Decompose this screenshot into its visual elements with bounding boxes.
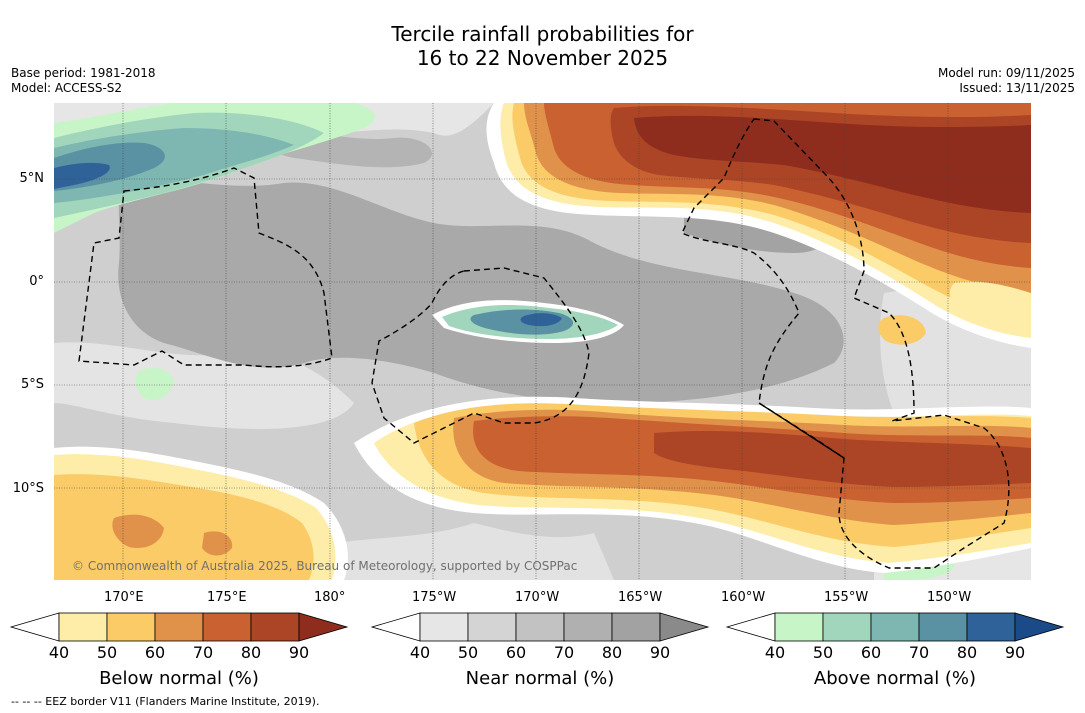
lon-label-170e: 170°E	[104, 590, 144, 605]
issued-date: Issued: 13/11/2025	[959, 81, 1075, 95]
boundary-lines	[758, 402, 845, 459]
map-gridlines	[54, 103, 1031, 580]
eez-footnote: -- -- -- EEZ border V11 (Flanders Marine…	[11, 695, 320, 708]
near-normal-dark-areas	[118, 131, 844, 403]
lat-label-5n: 5°N	[19, 171, 45, 186]
lat-label-5s: 5°S	[20, 377, 44, 392]
cb3-swatch-6	[1014, 612, 1065, 642]
eez-borders	[78, 118, 1010, 569]
cb3-tick-40: 40	[764, 643, 786, 662]
model-name: Model: ACCESS-S2	[11, 81, 123, 95]
cb3-swatch-0	[725, 612, 776, 642]
lon-label-175w: 175°W	[412, 590, 457, 605]
cb1-tick-90: 90	[288, 643, 310, 662]
below-normal-southwest	[54, 446, 348, 580]
cb1-tick-40: 40	[48, 643, 70, 662]
colorbar-below-normal	[9, 612, 350, 642]
cb2-swatch-5	[611, 612, 661, 642]
cb3-tick-70: 70	[908, 643, 930, 662]
map-title-line1: Tercile rainfall probabilities for	[391, 22, 694, 46]
lon-label-155w: 155°W	[824, 590, 869, 605]
cb1-swatch-0	[9, 612, 60, 642]
cb2-title: Near normal (%)	[465, 668, 615, 689]
cb1-title: Below normal (%)	[99, 668, 259, 689]
above-normal-central	[432, 300, 624, 343]
colorbar-below-normal-swatches	[9, 612, 349, 642]
cb2-tick-40: 40	[409, 643, 431, 662]
lon-label-180: 180°	[314, 590, 346, 605]
map-credit: © Commonwealth of Australia 2025, Bureau…	[72, 559, 577, 573]
cb2-swatch-6	[659, 612, 710, 642]
cb1-swatch-2	[106, 612, 156, 642]
cb3-tick-50: 50	[812, 643, 834, 662]
colorbar-near-normal	[370, 612, 711, 642]
cb3-swatch-5	[966, 612, 1016, 642]
below-normal-south-band	[354, 396, 1031, 573]
lon-label-165w: 165°W	[618, 590, 663, 605]
cb2-swatch-1	[419, 612, 469, 642]
colorbar-above-normal-swatches	[725, 612, 1065, 642]
cb1-tick-50: 50	[96, 643, 118, 662]
cb2-tick-60: 60	[505, 643, 527, 662]
cb3-swatch-1	[774, 612, 824, 642]
model-run: Model run: 09/11/2025	[937, 66, 1075, 80]
below-normal-northeast	[486, 103, 1031, 348]
cb3-title: Above normal (%)	[813, 668, 977, 689]
colorbar-near-normal-swatches	[370, 612, 710, 642]
cb1-swatch-1	[58, 612, 108, 642]
cb3-tick-90: 90	[1004, 643, 1026, 662]
cb3-swatch-3	[870, 612, 920, 642]
cb3-swatch-4	[918, 612, 968, 642]
cb3-tick-80: 80	[956, 643, 978, 662]
cb3-tick-60: 60	[860, 643, 882, 662]
cb2-tick-90: 90	[649, 643, 671, 662]
cb1-swatch-6	[298, 612, 349, 642]
cb2-swatch-0	[370, 612, 421, 642]
lat-label-10s: 10°S	[12, 481, 44, 496]
lon-label-160w: 160°W	[721, 590, 766, 605]
cb3-swatch-2	[822, 612, 872, 642]
cb1-swatch-3	[154, 612, 204, 642]
lat-label-0: 0°	[29, 274, 44, 289]
cb1-swatch-5	[250, 612, 300, 642]
lon-label-170w: 170°W	[515, 590, 560, 605]
rainfall-probability-map: © Commonwealth of Australia 2025, Bureau…	[54, 103, 1031, 580]
base-period: Base period: 1981-2018	[11, 66, 156, 80]
cb1-swatch-4	[202, 612, 252, 642]
lon-label-150w: 150°W	[927, 590, 972, 605]
cb2-swatch-4	[563, 612, 613, 642]
below-normal-east-patches	[878, 281, 1031, 345]
lon-label-175e: 175°E	[207, 590, 247, 605]
cb2-swatch-2	[467, 612, 517, 642]
cb2-tick-50: 50	[457, 643, 479, 662]
cb2-tick-80: 80	[601, 643, 623, 662]
map-title-line2: 16 to 22 November 2025	[416, 46, 669, 70]
cb1-tick-60: 60	[144, 643, 166, 662]
colorbar-above-normal	[725, 612, 1066, 642]
cb2-tick-70: 70	[553, 643, 575, 662]
cb2-swatch-3	[515, 612, 565, 642]
cb1-tick-70: 70	[192, 643, 214, 662]
cb1-tick-80: 80	[240, 643, 262, 662]
